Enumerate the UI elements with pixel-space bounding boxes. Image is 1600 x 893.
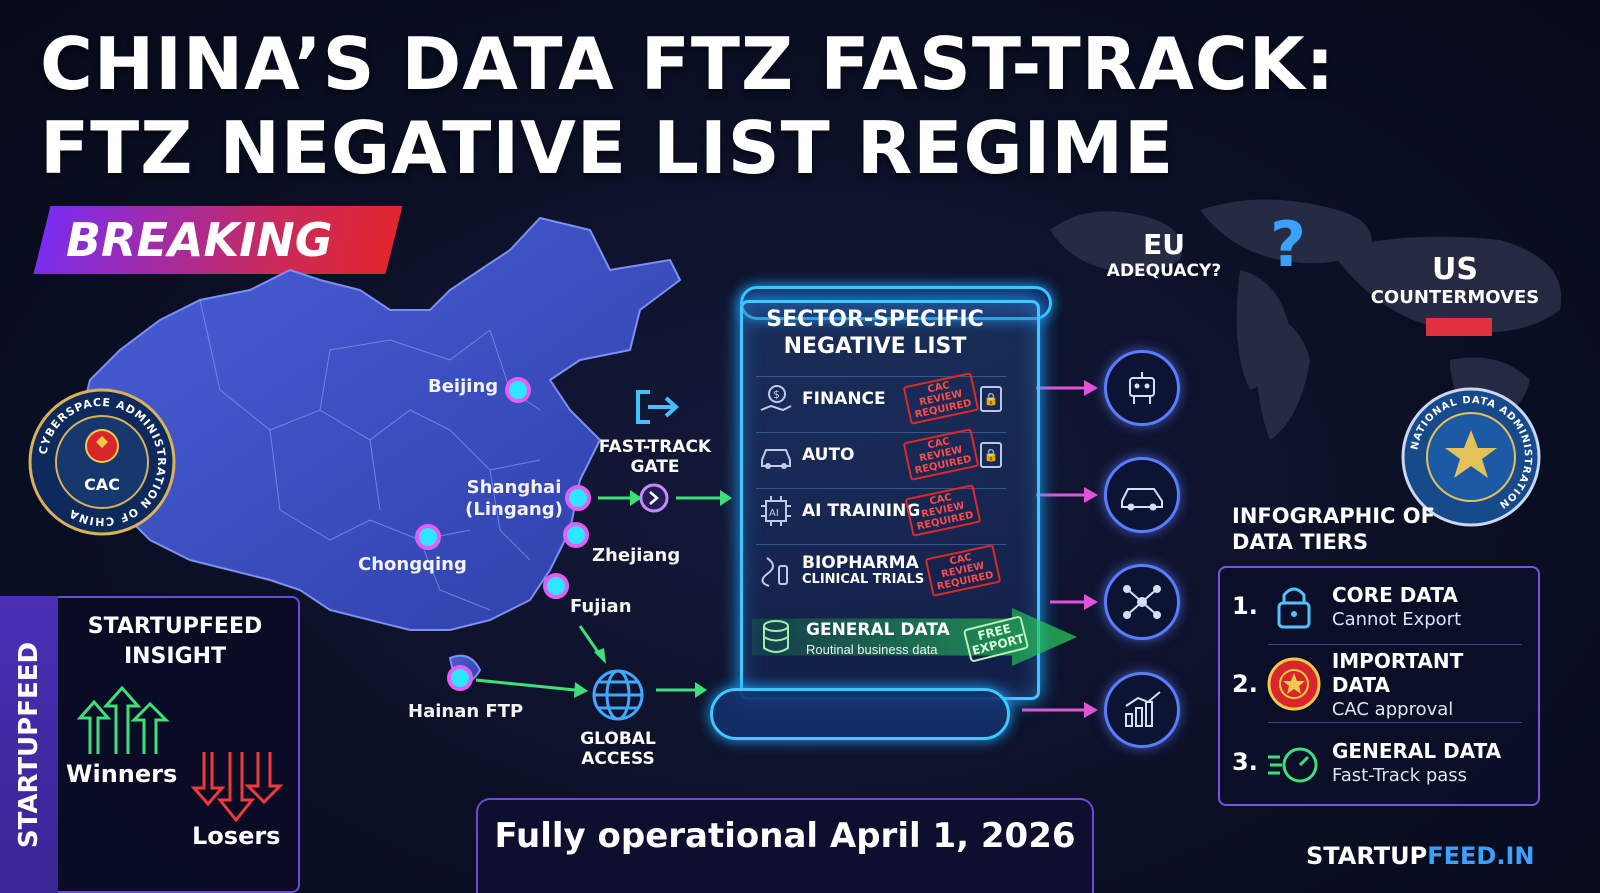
tier-title: IMPORTANT DATA xyxy=(1331,648,1464,697)
title-line-1: CHINA’S DATA FTZ FAST-TRACK: xyxy=(40,22,1336,106)
network-icon xyxy=(1104,564,1180,640)
eu-adequacy-label: EU ADEQUACY? xyxy=(1094,228,1234,281)
tier-title: GENERAL DATA xyxy=(1332,738,1502,763)
tier-subtitle: Fast-Track pass xyxy=(1332,764,1468,786)
general-data-label: GENERAL DATA xyxy=(806,620,950,640)
tiers-heading: INFOGRAPHIC OF DATA TIERS xyxy=(1232,504,1435,554)
title-line-2: FTZ NEGATIVE LIST REGIME xyxy=(40,106,1175,190)
losers-down-arrows-icon xyxy=(190,752,284,823)
fast-track-gate-label: FAST-TRACK GATE xyxy=(598,437,712,477)
pin-fujian xyxy=(543,573,569,599)
us-countermoves-label: US COUNTERMOVES xyxy=(1360,252,1550,308)
tier-number: 1. xyxy=(1232,592,1258,620)
city-label-shanghai: Shanghai (Lingang) xyxy=(465,477,563,520)
losers-label: Losers xyxy=(192,822,281,850)
page-title: CHINA’S DATA FTZ FAST-TRACK: FTZ NEGATIV… xyxy=(40,22,1570,190)
city-label-fujian: Fujian xyxy=(570,596,632,617)
tier-divider xyxy=(1268,722,1522,723)
globe-icon xyxy=(592,669,644,721)
city-label-beijing: Beijing xyxy=(428,376,499,397)
biopharma-icon xyxy=(756,551,796,591)
general-data-sub: Routinal business data xyxy=(806,642,938,657)
safe-lock-icon: 🔒 xyxy=(980,441,1002,468)
tier-number: 2. xyxy=(1232,670,1258,698)
insight-vertical-label: STARTUPFEED xyxy=(0,596,58,893)
city-label-zhejiang: Zhejiang xyxy=(592,545,681,566)
question-mark-icon: ? xyxy=(1270,208,1306,281)
tier-core: 1. CORE DATA Cannot Export xyxy=(1232,568,1528,644)
tier-subtitle: CAC approval xyxy=(1331,698,1454,720)
sector-name: AUTO xyxy=(802,444,855,465)
city-label-chongqing: Chongqing xyxy=(358,554,467,575)
pin-hainan xyxy=(447,665,473,691)
car-icon xyxy=(756,435,796,475)
ai-chip-icon: AI xyxy=(756,491,796,531)
cac-review-stamp: CAC REVIEW REQUIRED xyxy=(902,428,980,481)
breaking-label: BREAKING xyxy=(66,213,333,267)
cac-review-stamp: CAC REVIEW REQUIRED xyxy=(924,544,1002,597)
insight-title: STARTUPFEED INSIGHT xyxy=(87,614,263,669)
brand-logo: STARTUPFEED.IN xyxy=(1306,842,1534,870)
robot-icon xyxy=(1104,350,1180,426)
sector-subname: CLINICAL TRIALS xyxy=(802,572,925,587)
cac-review-stamp: CAC REVIEW REQUIRED xyxy=(902,372,980,425)
chart-icon xyxy=(1104,672,1180,748)
gate-icon xyxy=(636,390,679,424)
brand-part-2: FEED.IN xyxy=(1427,842,1535,870)
cac-seal-center: CAC xyxy=(84,475,120,494)
nda-seal: NATIONAL DATA ADMINISTRATION xyxy=(1401,387,1541,527)
emblem-icon xyxy=(1264,654,1324,714)
scroll-bottom-roll xyxy=(710,688,1010,740)
city-label-hainan: Hainan FTP xyxy=(408,701,524,722)
sector-row-auto: AUTO CAC REVIEW REQUIRED 🔒 xyxy=(756,428,1006,481)
footer-date-text: Fully operational April 1, 2026 xyxy=(494,816,1076,856)
eu-sub-label: ADEQUACY? xyxy=(1106,261,1222,281)
sector-row-finance: $ FINANCE CAC REVIEW REQUIRED 🔒 xyxy=(756,372,1006,425)
speedometer-icon xyxy=(1264,732,1324,792)
pin-beijing xyxy=(505,377,531,403)
brand-part-1: STARTUP xyxy=(1306,842,1428,870)
safe-lock-icon: 🔒 xyxy=(980,385,1002,412)
sector-name: FINANCE xyxy=(802,388,886,409)
sector-name-group: BIOPHARMA CLINICAL TRIALS xyxy=(802,554,932,587)
footer-banner xyxy=(476,798,1094,893)
database-icon xyxy=(763,620,789,653)
pin-chongqing xyxy=(415,524,441,550)
tier-important: 2. IMPORTANT DATA CAC approval xyxy=(1232,646,1528,722)
tier-title: CORE DATA xyxy=(1332,582,1458,607)
lock-icon xyxy=(1264,576,1324,636)
cac-seal: CYBERSPACE ADMINISTRATION OF CHINA CAC xyxy=(28,388,176,536)
insight-strip xyxy=(0,596,58,893)
pin-zhejiang xyxy=(563,522,589,548)
money-hand-icon: $ xyxy=(756,379,796,419)
cac-review-stamp: CAC REVIEW REQUIRED xyxy=(904,484,982,537)
tier-divider xyxy=(1268,644,1522,645)
sector-name: BIOPHARMA xyxy=(802,553,919,573)
tier-subtitle: Cannot Export xyxy=(1332,608,1462,630)
negative-list-title: SECTOR-SPECIFIC NEGATIVE LIST xyxy=(766,307,984,359)
tier-general: 3. GENERAL DATA Fast-Track pass xyxy=(1232,724,1528,800)
svg-text:$: $ xyxy=(773,388,780,401)
sector-name: AI TRAINING xyxy=(802,500,921,521)
sector-row-ai-training: AI AI TRAINING CAC REVIEW REQUIRED xyxy=(756,484,1006,537)
tier-number: 3. xyxy=(1232,748,1258,776)
us-flag-icon xyxy=(1426,318,1492,336)
pin-shanghai xyxy=(565,485,591,511)
svg-text:AI: AI xyxy=(769,508,779,519)
global-access-label: GLOBAL ACCESS xyxy=(580,729,656,769)
winners-up-arrows-icon xyxy=(76,685,170,754)
car-icon xyxy=(1104,457,1180,533)
winners-label: Winners xyxy=(66,760,178,788)
eu-label: EU xyxy=(1143,228,1185,261)
us-sub-label: COUNTERMOVES xyxy=(1370,287,1540,308)
us-label: US xyxy=(1432,252,1478,287)
sector-row-biopharma: BIOPHARMA CLINICAL TRIALS CAC REVIEW REQ… xyxy=(756,544,1006,597)
insight-vertical-text: STARTUPFEED xyxy=(14,641,44,848)
